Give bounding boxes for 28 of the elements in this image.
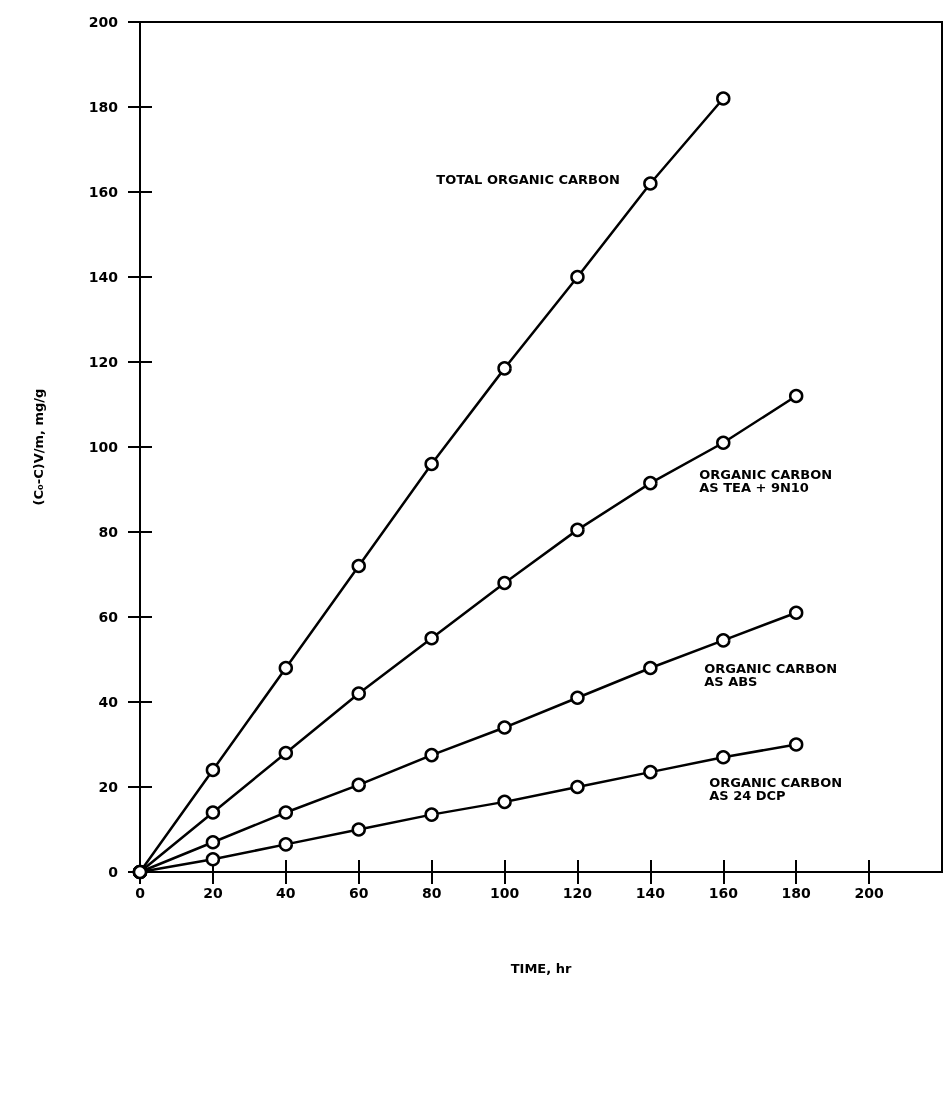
x-axis-title: TIME, hr	[510, 961, 572, 976]
series-label: ORGANIC CARBON AS TEA + 9N10	[699, 467, 837, 495]
y-tick-label: 140	[88, 269, 119, 285]
x-tick-label: 180	[781, 885, 812, 901]
y-tick-label: 180	[88, 99, 119, 115]
y-tick-label: 20	[98, 779, 119, 795]
y-tick-label: 0	[108, 864, 119, 880]
x-tick-label: 20	[203, 885, 223, 901]
series-label: TOTAL ORGANIC CARBON	[436, 172, 620, 187]
x-tick-label: 140	[635, 885, 666, 901]
y-tick-label: 100	[88, 439, 119, 455]
y-tick-label: 120	[88, 354, 119, 370]
x-tick-label: 100	[489, 885, 520, 901]
y-tick-label: 40	[98, 694, 119, 710]
x-tick-label: 40	[276, 885, 296, 901]
x-tick-label: 80	[421, 885, 442, 901]
x-tick-label: 120	[562, 885, 593, 901]
y-tick-label: 60	[98, 609, 119, 625]
series-label: ORGANIC CARBON AS ABS	[704, 660, 842, 689]
x-tick-label: 0	[135, 885, 146, 901]
x-tick-label: 160	[708, 885, 739, 901]
series-label: ORGANIC CARBON AS 24 DCP	[709, 774, 847, 803]
y-tick-label: 80	[98, 524, 119, 540]
y-tick-label: 200	[88, 14, 119, 30]
y-tick-label: 160	[88, 184, 119, 200]
y-axis-title: (C₀-C)V/m, mg/g	[31, 388, 46, 506]
x-tick-label: 200	[854, 885, 884, 901]
x-tick-label: 60	[348, 885, 369, 901]
